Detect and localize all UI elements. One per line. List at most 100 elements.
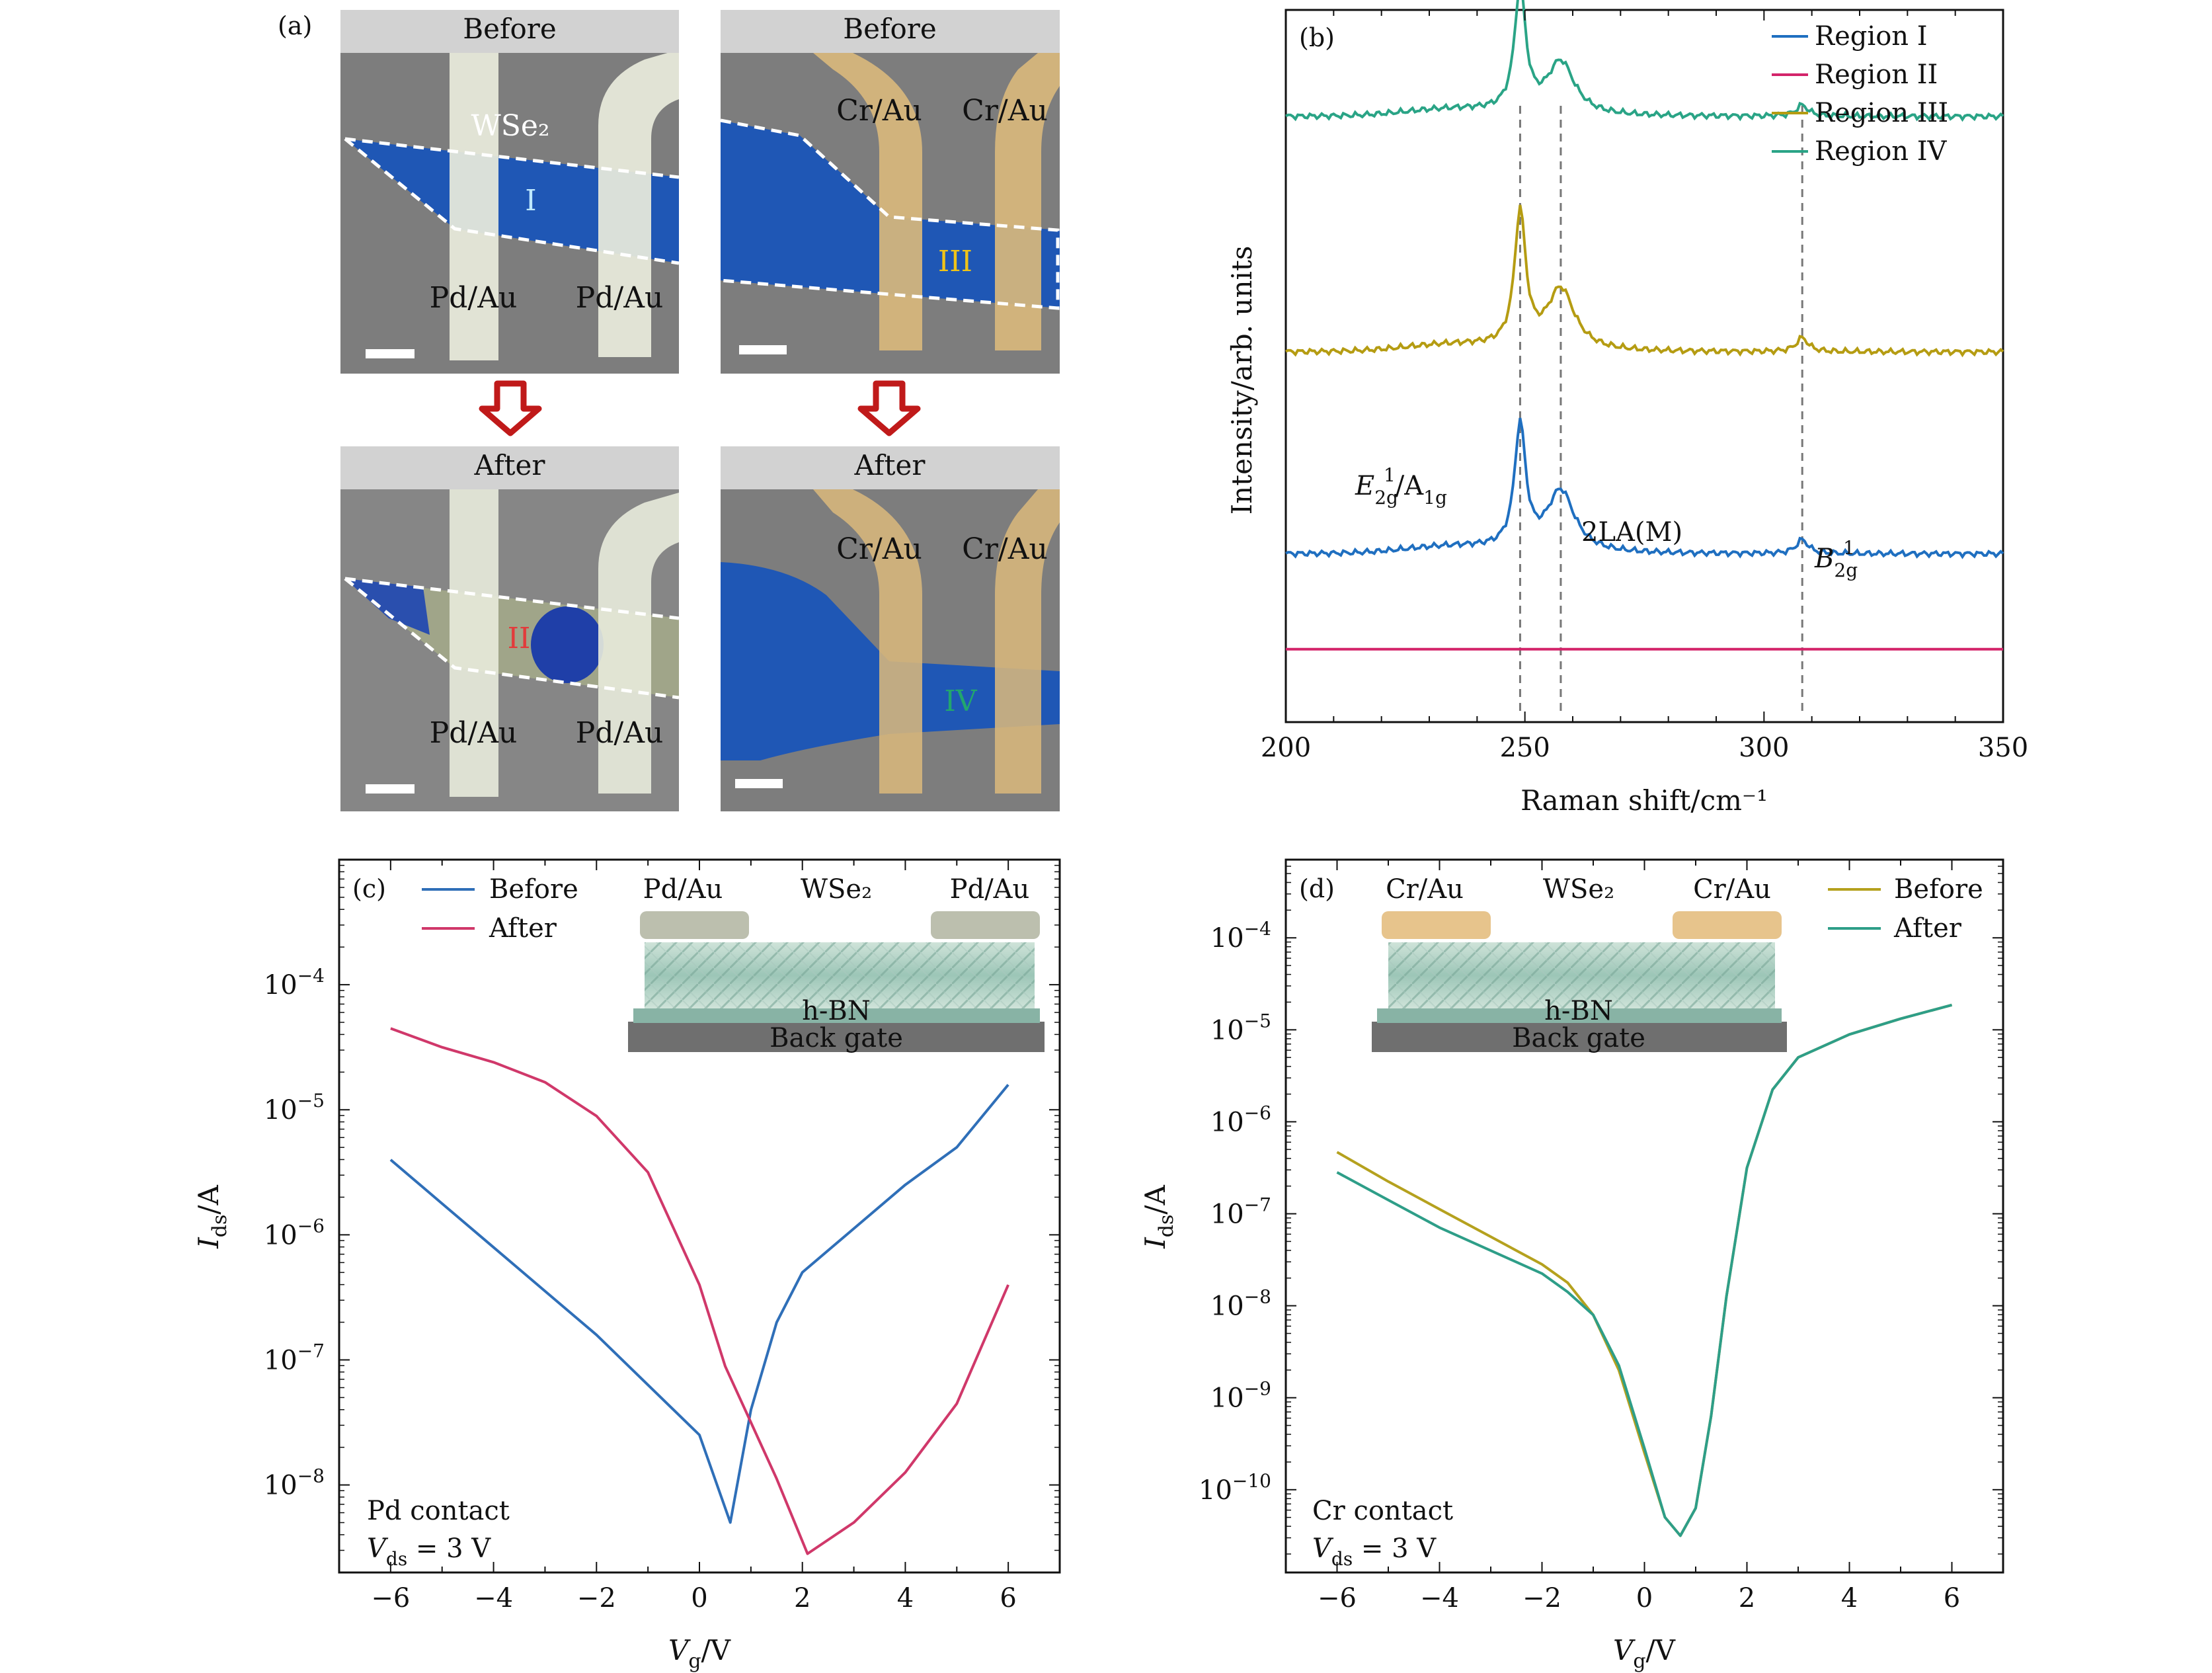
pd-au-electrode-left: [450, 10, 498, 360]
inset-material: WSe₂: [801, 874, 872, 905]
contact-pad-left: [640, 911, 749, 939]
contact-pad-right: [931, 911, 1040, 939]
y-tick-label: 10−9: [1210, 1378, 1271, 1414]
material-label: WSe₂: [471, 109, 549, 143]
y-tick-label: 10−10: [1199, 1470, 1271, 1506]
y-tick-label: 10−5: [264, 1090, 325, 1125]
wse2-flake: [721, 120, 1060, 308]
chart-d-series: [1336, 1003, 1953, 1537]
pd-au-electrode-right: [598, 493, 679, 794]
chart-d-note-line1: Cr contact: [1312, 1496, 1453, 1526]
micrograph-before-pd: Before WSe₂ I Pd/Au Pd/Au: [340, 10, 680, 374]
inset-hbn: h-BN: [802, 996, 871, 1026]
y-tick-label: 10−4: [1210, 918, 1271, 954]
series-region-iv: [1285, 0, 2004, 122]
back-gate-layer: [628, 1022, 1045, 1052]
scale-bar: [366, 784, 415, 794]
micrograph-after-cr: After Cr/Au Cr/Au IV: [721, 446, 1060, 811]
series-after: [1336, 1003, 1953, 1537]
y-tick-label: 10−6: [1210, 1102, 1271, 1137]
chart-b-series: [1285, 0, 2004, 651]
y-tick-label: 10−5: [1210, 1010, 1271, 1045]
contact-label-left: Cr/Au: [836, 532, 922, 566]
cr-au-electrode-right: [995, 53, 1060, 350]
chart-c-note-line1: Pd contact: [367, 1496, 510, 1526]
chart-b: (b) 200 250 300 350 Region I Region II Regi…: [1226, 0, 2028, 817]
cr-au-electrode-right: [995, 489, 1060, 794]
series-before: [389, 1084, 1009, 1524]
micro-title-2: Before: [843, 13, 936, 45]
hbn-layer: [633, 1008, 1040, 1023]
legend-after: After: [489, 913, 557, 944]
flake-outline: [344, 577, 680, 700]
chart-c-legend: Before After: [422, 874, 578, 944]
chart-d: (d) −6 −4 −2 0 2 4 6 10−4 10−5 10−6 10−7 10−8 10−9 10…: [1139, 858, 2004, 1673]
chart-c-label: (c): [352, 874, 386, 903]
x-tick-label: 350: [1978, 733, 2028, 763]
inset-gate: Back gate: [770, 1023, 903, 1053]
x-tick-label: −4: [474, 1583, 513, 1613]
chart-d-ticks: −6 −4 −2 0 2 4 6 10−4 10−5 10−6 10−7 10−8 10−9 10−10: [1199, 859, 2004, 1613]
chart-d-xlabel: Vg/V: [1613, 1634, 1676, 1673]
x-tick-label: 2: [1739, 1583, 1755, 1613]
x-tick-label: 0: [691, 1583, 707, 1613]
x-tick-label: −2: [577, 1583, 616, 1613]
chart-c-note-line2: Vds = 3 V: [367, 1533, 491, 1570]
contact-pad-right: [1673, 911, 1782, 939]
flake-outline: [720, 118, 1060, 310]
annotation-b2g: B2g1: [1814, 537, 1858, 581]
header-bar: [721, 10, 1060, 53]
device-inset-pd: Pd/Au WSe₂ Pd/Au h-BN Back gate: [628, 874, 1045, 1053]
legend-region-iii: Region III: [1815, 98, 1948, 128]
series-after: [390, 1027, 1009, 1555]
header-bar: [721, 446, 1060, 489]
annotation-e2g: E2g1/A1g: [1355, 464, 1447, 509]
x-tick-label: 4: [1841, 1583, 1858, 1613]
y-tick-label: 10−7: [264, 1340, 325, 1375]
contact-label-left: Pd/Au: [430, 716, 518, 750]
scale-bar: [735, 779, 783, 788]
legend-before: Before: [489, 874, 578, 905]
header-bar: [340, 446, 679, 489]
chart-d-note-line2: Vds = 3 V: [1312, 1533, 1437, 1570]
chart-c-ticks: −6 −4 −2 0 2 4 6 10−4 10−5 10−6 10−7 10−8: [264, 859, 1060, 1613]
legend-region-iv: Region IV: [1815, 136, 1948, 167]
chart-c-series: [389, 1027, 1009, 1555]
y-tick-label: 10−4: [264, 965, 325, 1000]
device-inset-cr: Cr/Au WSe₂ Cr/Au h-BN Back gate: [1372, 874, 1787, 1053]
chart-b-frame: [1284, 9, 2004, 723]
micro-title-1: Before: [463, 13, 556, 45]
x-tick-label: 2: [794, 1583, 810, 1613]
chart-b-ticks: 200 250 300 350: [1261, 10, 2028, 763]
y-tick-label: 10−7: [1210, 1194, 1271, 1230]
panel-a-label: (a): [278, 11, 312, 40]
y-tick-label: 10−8: [1210, 1286, 1271, 1322]
region-label-ii: II: [508, 622, 531, 655]
chart-d-ylabel: Ids/A: [1139, 1184, 1178, 1248]
panel-a: (a) Before WSe₂ I Pd/Au Pd/Au Before: [278, 10, 1060, 811]
annotation-2la: 2LA(M): [1581, 517, 1682, 548]
chart-c-xlabel: Vg/V: [668, 1634, 731, 1673]
down-arrow-left: [479, 380, 542, 436]
x-tick-label: 250: [1499, 733, 1550, 763]
micro-title-4: After: [854, 449, 926, 481]
y-tick-label: 10−8: [264, 1465, 325, 1501]
flake-outline-bottom: [344, 138, 680, 265]
inset-contact-left: Pd/Au: [643, 874, 723, 905]
inset-hbn: h-BN: [1544, 996, 1613, 1026]
y-tick-label: 10−6: [264, 1215, 325, 1250]
wse2-stack-lattice: [645, 942, 1035, 1008]
inset-contact-right: Pd/Au: [950, 874, 1030, 905]
scale-bar: [739, 345, 787, 354]
x-tick-label: −6: [371, 1583, 410, 1613]
x-tick-label: −6: [1318, 1583, 1357, 1613]
legend-region-ii: Region II: [1815, 60, 1938, 90]
series-before: [1336, 1003, 1953, 1537]
region-label-iv: IV: [944, 684, 977, 718]
wse2-flake: [345, 139, 679, 263]
x-tick-label: 0: [1636, 1583, 1653, 1613]
x-tick-label: 6: [1000, 1583, 1016, 1613]
x-tick-label: 200: [1261, 733, 1311, 763]
contact-label-right: Pd/Au: [576, 716, 664, 750]
